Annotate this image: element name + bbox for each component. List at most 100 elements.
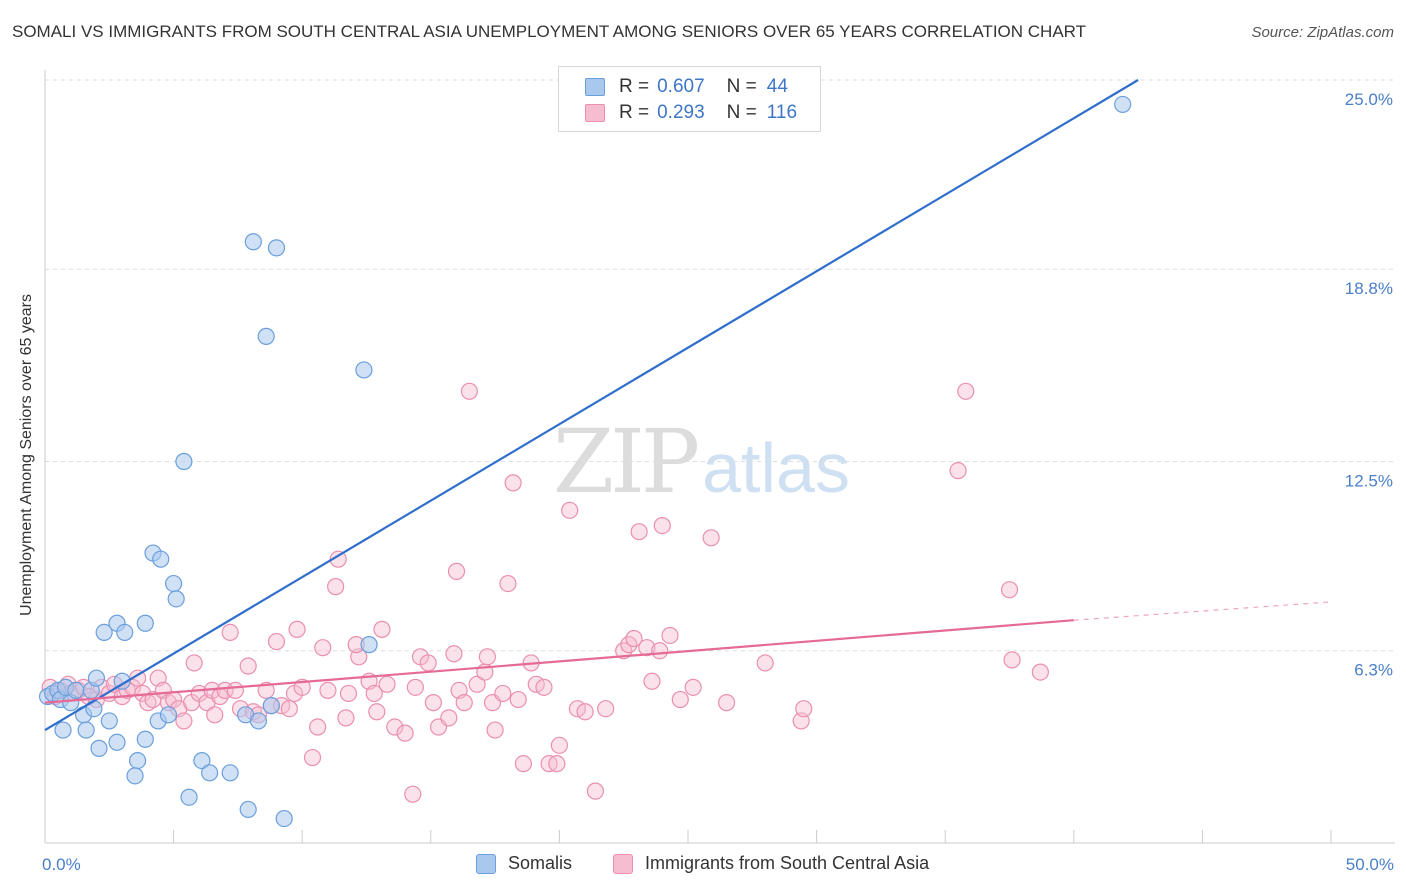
x-tick-label: 50.0% bbox=[1346, 855, 1394, 874]
legend-swatch-somalis bbox=[476, 853, 496, 874]
data-point-asia bbox=[625, 629, 643, 648]
data-point-somali bbox=[136, 730, 154, 748]
legend-r-label: R = bbox=[619, 76, 650, 97]
data-point-somali bbox=[113, 672, 131, 690]
data-point-asia bbox=[303, 748, 322, 767]
data-point-somali bbox=[159, 706, 178, 724]
data-point-asia bbox=[314, 639, 332, 657]
data-point-asia bbox=[365, 684, 383, 703]
data-point-asia bbox=[643, 672, 661, 690]
grid-lines bbox=[45, 79, 1395, 652]
source-label: Source: ZipAtlas.com bbox=[1251, 24, 1394, 41]
data-point-asia bbox=[337, 709, 355, 727]
legend-n-value: 44 bbox=[766, 76, 788, 97]
data-point-asia bbox=[280, 700, 298, 718]
watermark: ZIPatlas bbox=[553, 410, 850, 513]
watermark-zip: ZIP bbox=[553, 410, 700, 513]
data-point-somali bbox=[360, 636, 378, 654]
data-point-asia bbox=[288, 620, 306, 638]
data-point-asia bbox=[239, 657, 257, 675]
legend-label-somalis: Somalis bbox=[508, 853, 573, 873]
data-point-somali bbox=[116, 623, 134, 642]
data-point-asia bbox=[509, 690, 527, 709]
trend-line-asia-extension bbox=[1073, 601, 1332, 621]
data-point-asia bbox=[499, 574, 517, 593]
data-point-somali bbox=[175, 452, 193, 471]
data-point-asia bbox=[504, 474, 522, 492]
data-point-asia bbox=[671, 690, 689, 709]
data-point-asia bbox=[514, 755, 532, 773]
data-point-somali bbox=[87, 669, 106, 687]
data-point-somali bbox=[136, 614, 154, 632]
data-point-somali bbox=[201, 764, 219, 782]
data-point-asia bbox=[949, 462, 967, 480]
data-point-somali bbox=[67, 681, 85, 700]
data-point-asia bbox=[1000, 581, 1019, 599]
data-point-somali bbox=[262, 697, 280, 715]
correlation-legend: R = 0.607 N = 44 R = 0.293 N = 116 bbox=[558, 66, 821, 132]
y-tick-label: 6.3% bbox=[1354, 661, 1393, 680]
data-point-asia bbox=[206, 706, 224, 724]
legend-row-asia: R = 0.293 N = 116 bbox=[585, 101, 797, 125]
data-point-asia bbox=[494, 684, 512, 703]
data-point-somali bbox=[90, 739, 108, 757]
data-point-somali bbox=[128, 751, 147, 770]
data-point-asia bbox=[486, 721, 504, 739]
data-point-somali bbox=[165, 574, 183, 593]
legend-item-somalis[interactable]: Somalis bbox=[476, 853, 572, 874]
data-point-asia bbox=[717, 694, 736, 712]
tick-labels: 6.3% 12.5% 18.8% 25.0% 0.0% 50.0% bbox=[42, 90, 1394, 874]
legend-label-asia: Immigrants from South Central Asia bbox=[645, 853, 930, 873]
data-point-asia bbox=[597, 700, 615, 718]
data-point-asia bbox=[319, 681, 337, 700]
data-point-somali bbox=[249, 712, 268, 730]
data-point-asia bbox=[460, 382, 478, 400]
data-point-asia bbox=[378, 675, 396, 693]
data-point-somali bbox=[180, 788, 198, 806]
legend-swatch-asia bbox=[613, 853, 633, 874]
legend-n-label: N = bbox=[726, 76, 757, 97]
series-legend: Somalis Immigrants from South Central As… bbox=[0, 853, 1406, 877]
data-point-somali bbox=[77, 721, 95, 739]
data-point-asia bbox=[445, 645, 463, 663]
data-point-somali bbox=[239, 800, 257, 819]
data-point-asia bbox=[586, 782, 605, 800]
data-point-somali bbox=[100, 712, 118, 730]
legend-swatch-somali bbox=[585, 78, 605, 96]
data-point-asia bbox=[339, 684, 358, 703]
data-point-asia bbox=[185, 654, 203, 672]
legend-r-label: R = bbox=[619, 102, 650, 123]
data-point-asia bbox=[440, 709, 458, 727]
legend-r-value: 0.293 bbox=[657, 102, 705, 123]
data-point-asia bbox=[226, 681, 244, 700]
data-point-asia bbox=[957, 382, 975, 400]
data-point-asia bbox=[424, 694, 442, 712]
data-point-asia bbox=[329, 550, 347, 568]
data-point-somali bbox=[257, 327, 275, 345]
legend-n-value: 116 bbox=[766, 102, 798, 123]
data-point-asia bbox=[455, 694, 473, 712]
y-tick-label: 18.8% bbox=[1345, 279, 1393, 298]
data-point-asia bbox=[447, 562, 466, 580]
data-point-asia bbox=[257, 681, 275, 700]
legend-row-somali: R = 0.607 N = 44 bbox=[585, 75, 788, 99]
data-point-asia bbox=[175, 712, 193, 730]
data-point-somali bbox=[275, 809, 293, 828]
data-point-asia bbox=[406, 678, 424, 696]
data-point-asia bbox=[396, 724, 414, 742]
legend-item-asia[interactable]: Immigrants from South Central Asia bbox=[613, 853, 929, 874]
data-point-asia bbox=[309, 718, 327, 736]
data-point-asia bbox=[653, 516, 671, 535]
trend-line-asia bbox=[44, 619, 1074, 704]
data-point-asia bbox=[221, 623, 239, 642]
data-point-asia bbox=[404, 785, 422, 803]
y-tick-label: 12.5% bbox=[1345, 472, 1393, 491]
data-point-asia bbox=[478, 648, 496, 666]
data-point-somali bbox=[54, 721, 72, 739]
data-point-asia bbox=[576, 703, 594, 721]
chart-title: SOMALI VS IMMIGRANTS FROM SOUTH CENTRAL … bbox=[12, 22, 1087, 41]
data-point-asia bbox=[373, 620, 391, 638]
data-point-somali bbox=[244, 233, 262, 251]
data-point-asia bbox=[548, 755, 566, 773]
legend-n-label: N = bbox=[726, 102, 757, 123]
